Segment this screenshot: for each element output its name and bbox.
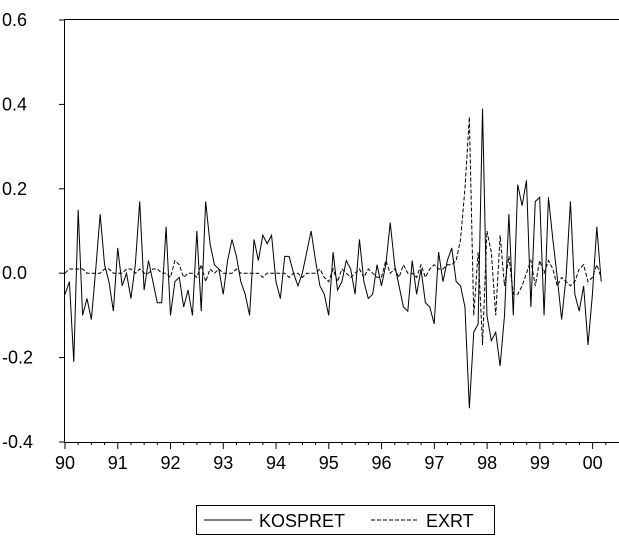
- x-tick-label: 98: [477, 453, 497, 473]
- plot-frame: [64, 19, 619, 443]
- y-tick-label: -0.2: [2, 348, 33, 368]
- x-tick-label: 91: [108, 453, 128, 473]
- x-tick-label: 95: [319, 453, 339, 473]
- series-line-kospret: [64, 108, 602, 409]
- y-tick-label: -0.4: [2, 432, 33, 452]
- x-tick-label: 92: [161, 453, 181, 473]
- y-tick-label: 0.2: [2, 179, 27, 199]
- y-tick-label: 0.0: [2, 263, 27, 283]
- x-tick-label: 93: [213, 453, 233, 473]
- y-axis: -0.4 -0.2 0.0 0.2 0.4 0.6: [2, 10, 65, 452]
- y-tick-label: 0.6: [2, 10, 27, 30]
- series-line-exrt: [64, 117, 602, 345]
- legend-label-kospret: KOSPRET: [259, 511, 345, 531]
- x-tick-label: 94: [266, 453, 286, 473]
- y-tick-label: 0.4: [2, 94, 27, 114]
- x-tick-label: 99: [530, 453, 550, 473]
- x-axis: 90 91 92 93 94 95 96 97 98 99 00: [55, 442, 607, 473]
- series-layer: [64, 108, 602, 409]
- x-tick-label: 96: [372, 453, 392, 473]
- legend: KOSPRET EXRT: [196, 505, 495, 535]
- x-tick-label: 97: [424, 453, 444, 473]
- x-tick-label: 90: [55, 453, 75, 473]
- x-tick-label: 00: [583, 453, 603, 473]
- legend-label-exrt: EXRT: [426, 511, 474, 531]
